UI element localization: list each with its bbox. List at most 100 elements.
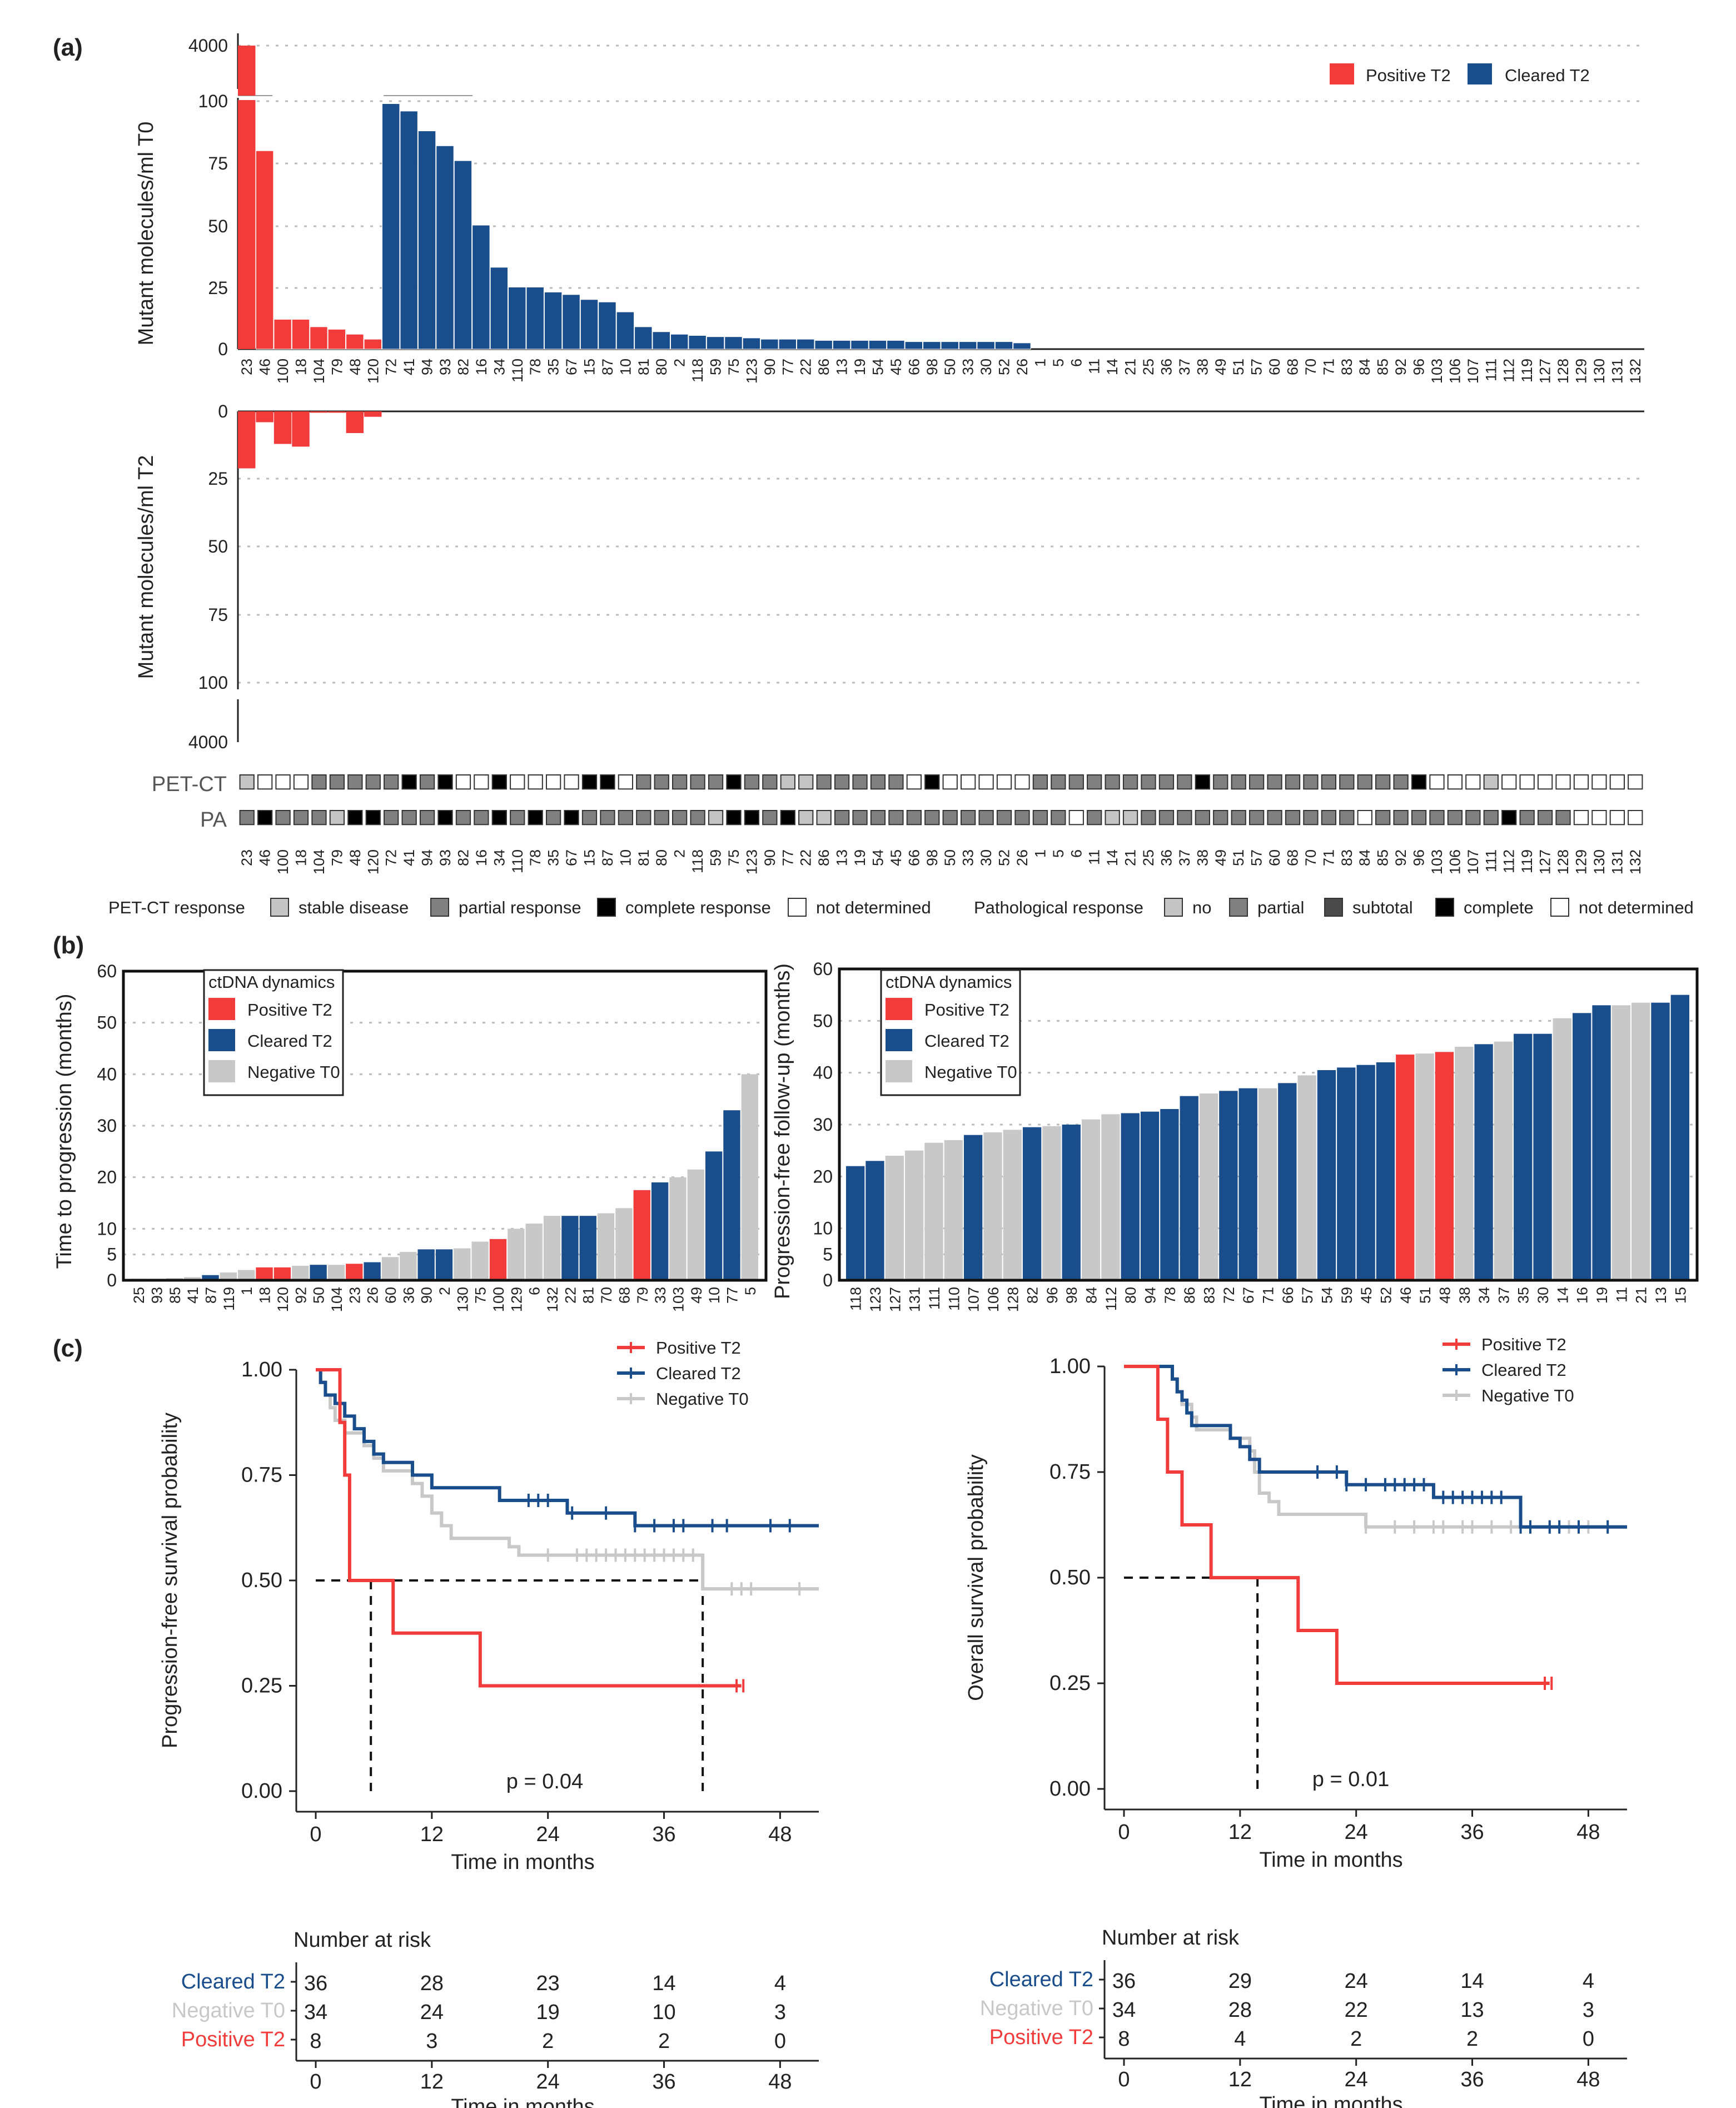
- data-bar: [597, 1213, 615, 1280]
- x-tick-label: 93: [437, 359, 454, 375]
- x-tick-label: 18: [293, 849, 310, 866]
- km-curve: [316, 1368, 819, 1528]
- x-tick-label: 34: [491, 359, 508, 375]
- data-bar: [381, 1257, 399, 1280]
- risk-title: Number at risk: [1102, 1926, 1240, 1950]
- response-cell: [1267, 810, 1282, 826]
- response-cell: [798, 810, 814, 826]
- x-tick-label: 48: [768, 2070, 792, 2094]
- x-tick-label: 75: [725, 359, 742, 375]
- x-tick-label: 36: [652, 1823, 675, 1846]
- x-tick-label: 10: [706, 1287, 723, 1304]
- response-cell: [365, 774, 381, 790]
- risk-value: 36: [304, 1972, 327, 1995]
- response-cell: [1501, 810, 1517, 826]
- risk-value: 4: [1583, 1970, 1594, 1993]
- risk-value: 4: [1234, 2027, 1246, 2051]
- x-tick-label: 79: [329, 359, 345, 375]
- response-cell: [996, 810, 1012, 826]
- response-cell: [1158, 810, 1175, 826]
- response-cell: [419, 810, 435, 826]
- x-tick-label: 0: [310, 2070, 321, 2094]
- response-cell: [1429, 810, 1445, 826]
- data-bar: [291, 319, 310, 350]
- x-tick-label: 51: [1230, 359, 1247, 375]
- legend-swatch: [1324, 898, 1343, 917]
- x-tick-label: 123: [743, 849, 760, 874]
- data-bar: [454, 160, 472, 350]
- data-bar: [346, 1264, 363, 1280]
- response-cell: [834, 774, 850, 790]
- response-cell: [239, 774, 255, 790]
- data-bar: [561, 1216, 579, 1280]
- response-cell: [293, 774, 309, 790]
- risk-value: 23: [536, 1972, 560, 1995]
- row-label: PA: [200, 808, 227, 832]
- x-tick-label: 96: [1411, 359, 1427, 375]
- response-cell: [1014, 810, 1030, 826]
- response-cell: [744, 774, 760, 790]
- legend-label: Cleared T2: [247, 1031, 332, 1051]
- chart-a-bottom: 0 25 50 75 100 4000 Mutant molecules/ml T2: [135, 401, 1644, 752]
- x-tick-label: 52: [1377, 1287, 1394, 1304]
- response-cell: [1051, 774, 1066, 790]
- data-bar: [652, 331, 670, 350]
- legend-title: PET-CT response: [108, 898, 245, 917]
- x-tick-label: 81: [635, 849, 652, 866]
- legend-label: partial: [1257, 898, 1304, 917]
- response-cell: [275, 810, 291, 826]
- response-cell: [816, 774, 832, 790]
- x-tick-label: 48: [347, 359, 364, 375]
- x-tick-label: 81: [580, 1287, 597, 1304]
- x-tick-label: 35: [545, 849, 562, 866]
- response-cell: [996, 774, 1012, 790]
- response-cell: [275, 774, 291, 790]
- x-tick-label: 78: [527, 359, 544, 375]
- km-curve: [316, 1368, 742, 1688]
- x-tick-label: 57: [1248, 359, 1265, 375]
- response-cell: [888, 810, 904, 826]
- x-tick-label: 123: [743, 359, 760, 384]
- x-tick-label: 103: [670, 1287, 687, 1312]
- y-axis-title: Overall survival probability: [964, 1454, 988, 1701]
- p-value: p = 0.01: [1312, 1768, 1389, 1791]
- response-cell: [1105, 810, 1120, 826]
- y-tick-label: 50: [208, 536, 228, 556]
- data-bar: [1376, 1062, 1395, 1280]
- x-tick-label: 60: [1266, 849, 1283, 866]
- data-bar: [255, 150, 274, 350]
- data-bar: [958, 341, 977, 350]
- x-tick-label: 100: [275, 849, 291, 874]
- response-cell: [1375, 774, 1391, 790]
- data-bar: [669, 1177, 687, 1280]
- x-tick-label: 86: [1181, 1287, 1198, 1304]
- x-tick-label: 10: [617, 849, 634, 866]
- response-cell: [564, 774, 579, 790]
- response-cell: [384, 810, 399, 826]
- response-cell: [1285, 810, 1301, 826]
- x-tick-label: 59: [708, 359, 724, 375]
- data-bar: [364, 411, 382, 417]
- data-bar: [310, 326, 328, 350]
- legend-title: Pathological response: [974, 898, 1143, 917]
- x-tick-label: 104: [329, 1287, 345, 1312]
- x-tick-label: 129: [508, 1287, 525, 1312]
- x-tick-label: 82: [455, 849, 471, 866]
- data-bar: [273, 411, 292, 444]
- risk-value: 8: [310, 2030, 321, 2053]
- data-bar: [885, 1156, 904, 1280]
- x-tick-label: 37: [1176, 849, 1193, 866]
- response-cell: [365, 810, 381, 826]
- data-bar: [977, 341, 995, 350]
- x-tick-label: 131: [1609, 359, 1625, 384]
- data-bar: [1278, 1083, 1297, 1280]
- response-cell: [961, 810, 976, 826]
- x-tick-label: 77: [779, 359, 796, 375]
- x-tick-label: 119: [1519, 849, 1535, 873]
- data-bar: [832, 340, 851, 350]
- legend-swatch-positive: [1330, 63, 1354, 84]
- x-tick-label: 18: [293, 359, 310, 375]
- risk-value: 3: [1583, 1998, 1594, 2022]
- x-tick-label: 5: [1050, 849, 1067, 858]
